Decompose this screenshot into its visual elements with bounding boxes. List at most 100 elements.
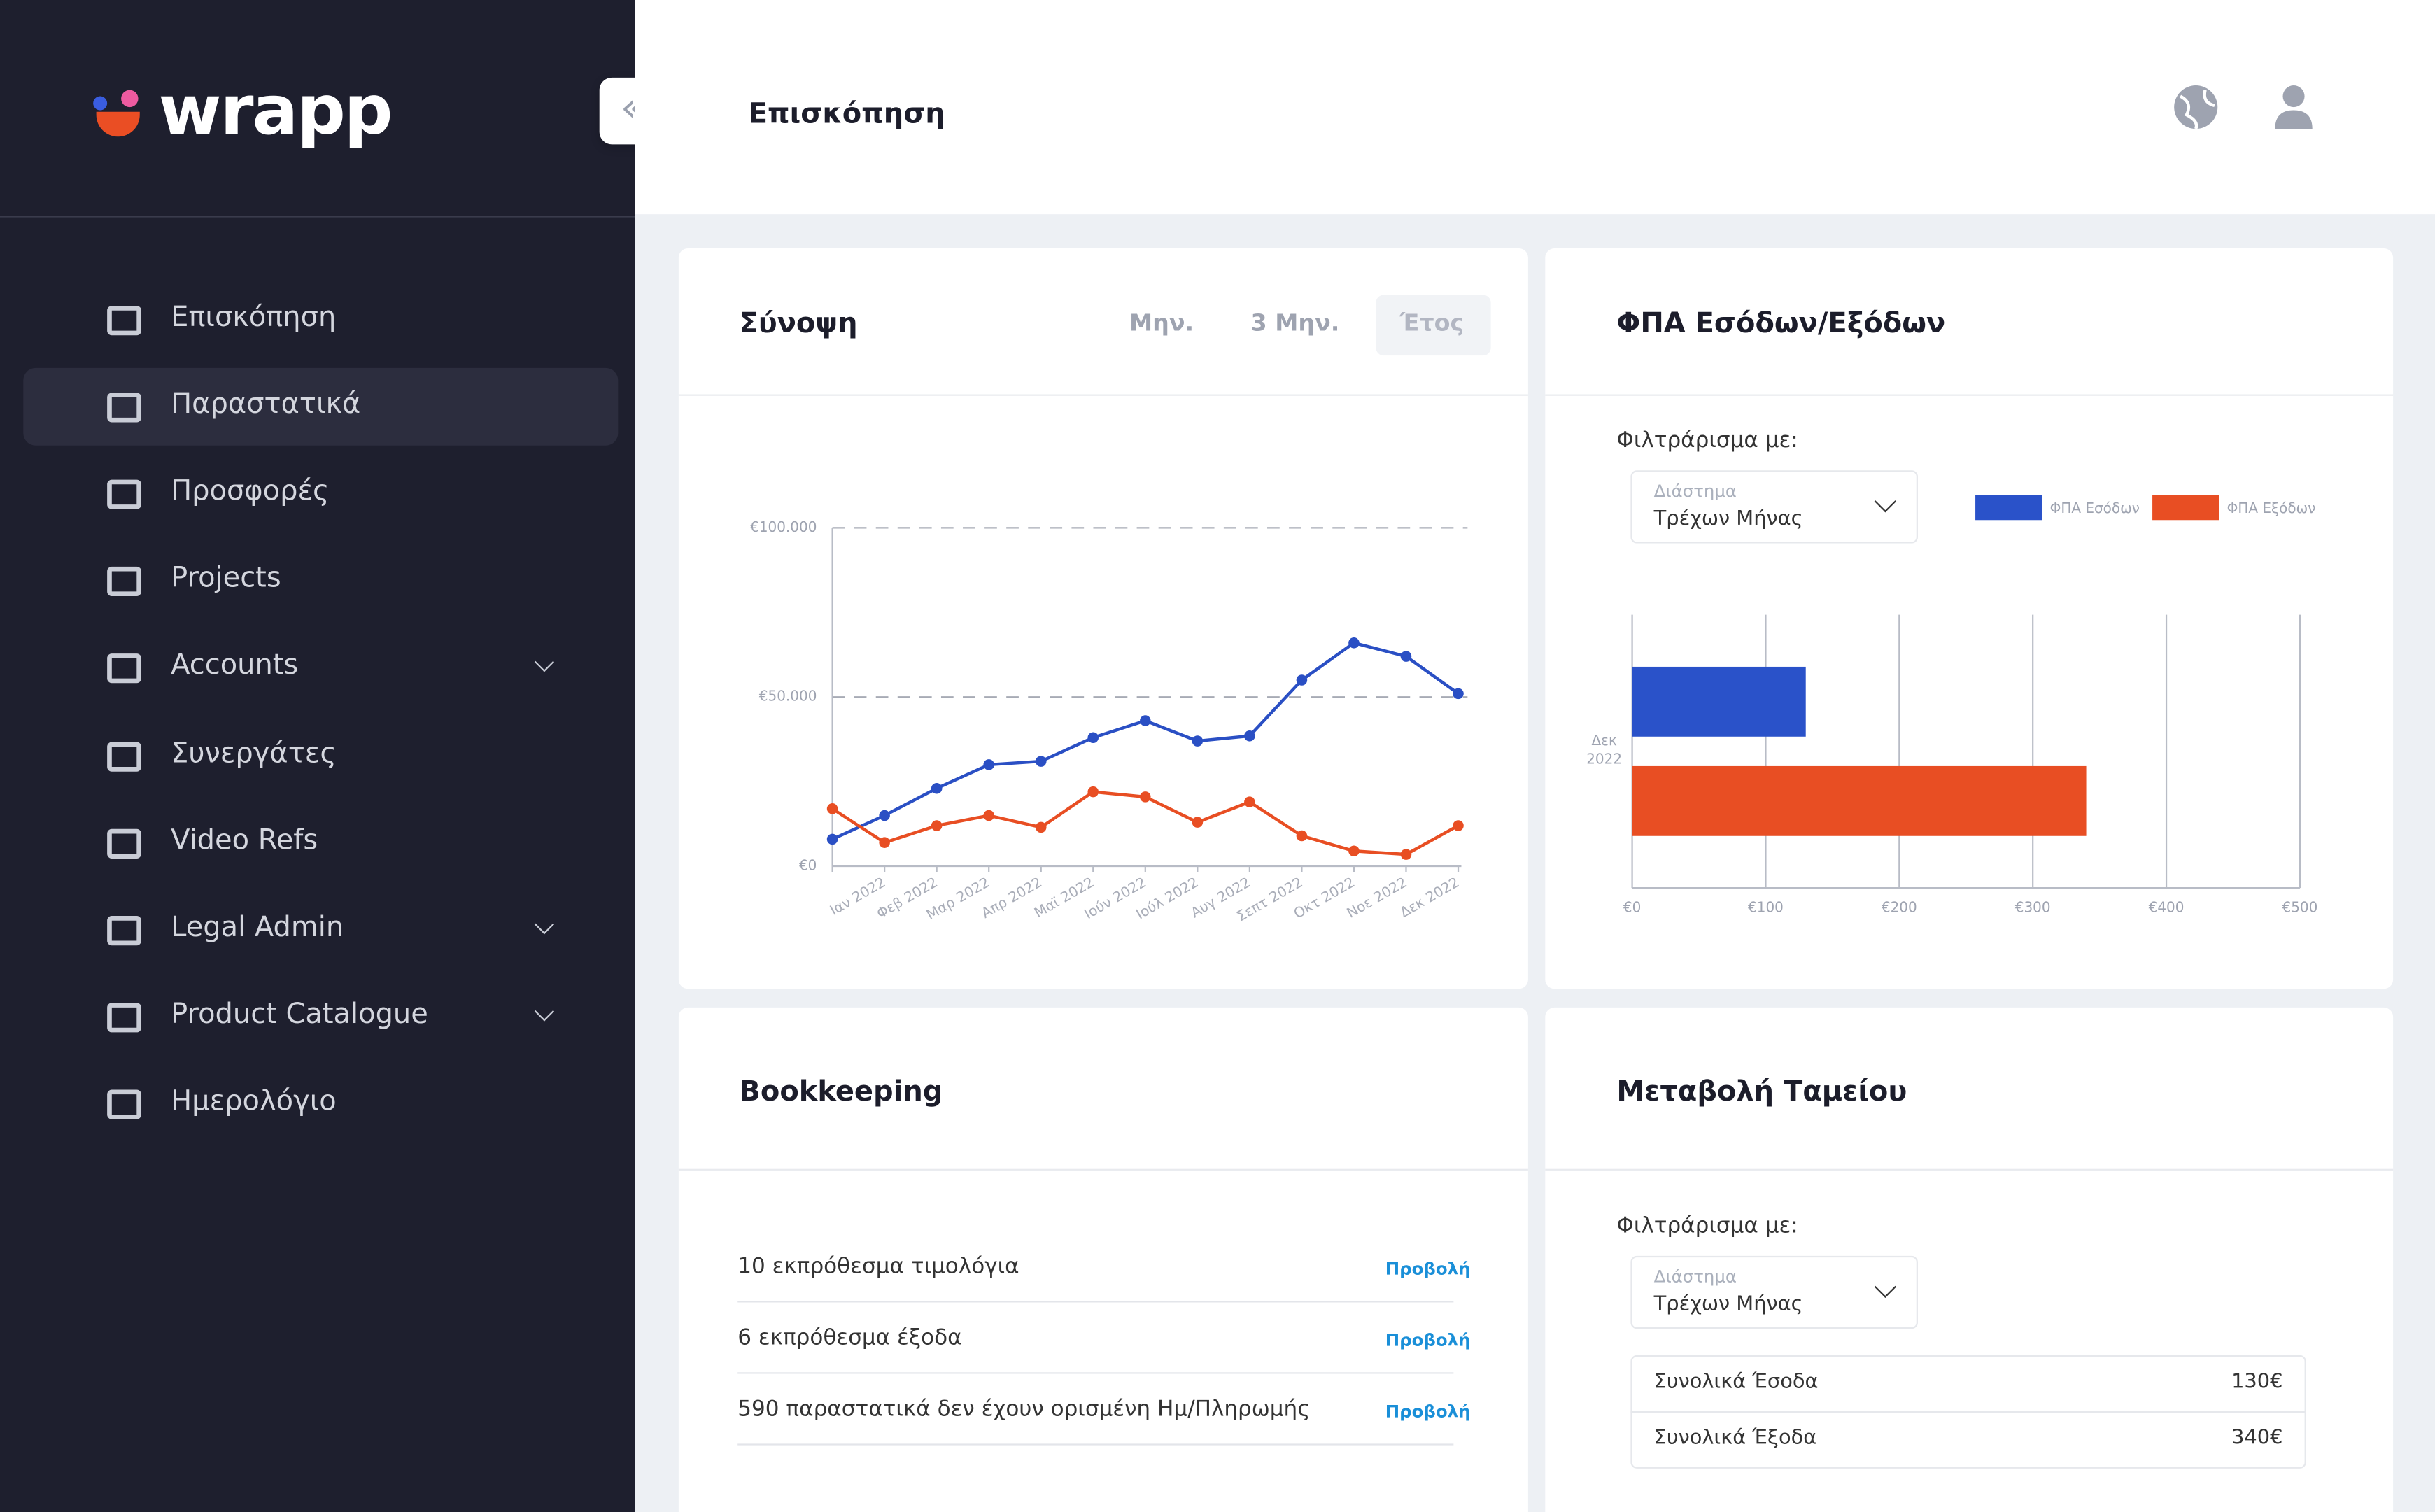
card [1545, 248, 2394, 989]
card-divider [678, 1168, 1528, 1171]
x-tick-label: €100 [1748, 898, 1784, 915]
dropdown-value: Τρέχων Μήνας [1653, 1293, 1803, 1317]
bar [1632, 765, 2087, 836]
x-tick-label: €0 [1623, 898, 1641, 915]
line-point [931, 783, 943, 794]
x-tick-label: €200 [1882, 898, 1917, 915]
nav-icon [107, 915, 141, 945]
header-title: Επισκόπηση [748, 97, 945, 131]
nav-icon [107, 653, 141, 684]
line-point [1453, 820, 1464, 831]
sidebar-divider [0, 216, 635, 218]
nav-item-active[interactable] [23, 368, 619, 446]
nav-label[interactable]: Παραστατικά [171, 388, 361, 421]
card [1545, 1007, 2394, 1512]
row-divider [737, 1301, 1454, 1303]
line-point [826, 833, 838, 845]
globe-lines [2179, 90, 2215, 129]
row-text: 10 εκπρόθεσμα τιμολόγια [737, 1254, 1019, 1280]
line-point [879, 837, 890, 848]
line-point [1400, 849, 1412, 860]
y-tick-label: €0 [799, 857, 817, 874]
nav-label[interactable]: Product Catalogue [171, 998, 428, 1031]
line-point [1087, 786, 1099, 798]
line-point [1296, 830, 1308, 842]
total-value: 340€ [2231, 1425, 2283, 1450]
nav-label[interactable]: Προσφορές [171, 475, 330, 508]
tab-active-bg[interactable] [1376, 295, 1491, 356]
line-point [1192, 735, 1204, 747]
tab[interactable]: Έτος [1399, 309, 1464, 337]
bar [1632, 666, 1806, 737]
filter-label: Φιλτράρισμα με: [1616, 428, 1798, 453]
nav-icon [107, 479, 141, 510]
tab[interactable]: 3 Μην. [1250, 309, 1340, 337]
line-point [1035, 756, 1047, 767]
card-divider [1545, 1168, 2394, 1171]
nav-label[interactable]: Επισκόπηση [171, 301, 337, 334]
line-point [1244, 796, 1255, 807]
row-action[interactable]: Προβολή [1385, 1330, 1471, 1351]
dropdown-field: Διάστημα [1653, 1266, 1737, 1287]
line-point [1035, 821, 1047, 833]
legend-swatch [2152, 495, 2219, 521]
card-title: Μεταβολή Ταμείου [1616, 1075, 1907, 1109]
user-icon-head[interactable] [2282, 85, 2305, 108]
x-tick-label: €400 [2149, 898, 2185, 915]
nav-icon [107, 828, 141, 859]
legend-label: ΦΠΑ Εσόδων [2050, 500, 2140, 516]
totals-divider [1630, 1411, 2306, 1413]
line-point [983, 810, 994, 821]
x-tick-label: Δεκ 2022 [1397, 874, 1462, 921]
line-point [1192, 817, 1204, 828]
line-point [826, 803, 838, 814]
line-point [1296, 674, 1308, 686]
nav-icon [107, 567, 141, 597]
line-point [1348, 845, 1360, 857]
row-text: 590 παραστατικά δεν έχουν ορισμένη Ημ/Πλ… [737, 1397, 1311, 1422]
line-point [1348, 637, 1360, 649]
row-action[interactable]: Προβολή [1385, 1259, 1471, 1280]
nav-label[interactable]: Video Refs [171, 824, 318, 856]
nav-label[interactable]: Projects [171, 562, 281, 595]
line-point [983, 759, 994, 770]
card-title: ΦΠΑ Εσόδων/Εξόδων [1616, 307, 1946, 340]
globe-icon[interactable] [2174, 85, 2218, 129]
nav-label[interactable]: Συνεργάτες [171, 736, 337, 770]
dropdown[interactable] [1630, 1255, 1918, 1329]
nav-label[interactable]: Accounts [171, 649, 299, 682]
line-point [931, 820, 943, 831]
dropdown[interactable] [1630, 470, 1918, 544]
line-point [1244, 730, 1255, 742]
card [678, 1007, 1528, 1512]
line-series [831, 641, 1460, 841]
dropdown-value: Τρέχων Μήνας [1653, 507, 1803, 531]
line-point [1400, 651, 1412, 662]
user-icon-body[interactable] [2275, 110, 2313, 129]
card-divider [1545, 394, 2394, 396]
header-icons [2174, 85, 2313, 129]
nav-label[interactable]: Legal Admin [171, 910, 344, 944]
card-divider [678, 394, 1528, 396]
y-tick-label: €100.000 [750, 518, 817, 535]
legend-label: ΦΠΑ Εξόδων [2227, 500, 2316, 516]
line-point [1140, 715, 1151, 726]
tab[interactable]: Μην. [1129, 309, 1194, 337]
nav-icon [107, 393, 141, 423]
row-action[interactable]: Προβολή [1385, 1401, 1471, 1422]
total-label: Συνολικά Έσοδα [1653, 1371, 1819, 1394]
row-text: 6 εκπρόθεσμα έξοδα [737, 1325, 962, 1351]
x-tick-label: €300 [2015, 898, 2051, 915]
row-divider [737, 1372, 1454, 1374]
filter-label: Φιλτράρισμα με: [1616, 1214, 1798, 1239]
y-tick-label: Δεκ 2022 [1586, 734, 1623, 769]
line-point [1087, 732, 1099, 744]
card-title: Σύνοψη [739, 307, 858, 340]
nav-label[interactable]: Ημερολόγιο [171, 1084, 337, 1118]
x-tick-label: €500 [2282, 898, 2318, 915]
line-point [879, 810, 890, 821]
line-point [1453, 688, 1464, 700]
logo-dot [93, 96, 108, 111]
